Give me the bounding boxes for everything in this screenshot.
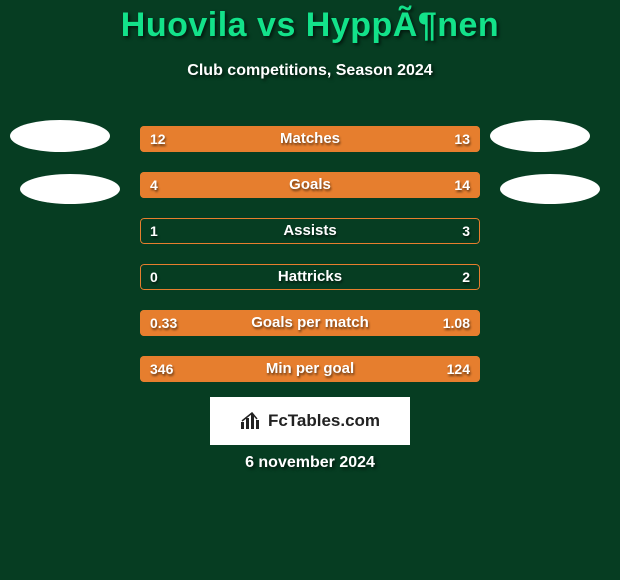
source-badge: FcTables.com [210, 397, 410, 445]
stat-value-right: 124 [437, 356, 480, 382]
page-title: Huovila vs HyppÃ¶nen [0, 6, 620, 45]
stat-value-right: 3 [452, 218, 480, 244]
bar-track [140, 218, 480, 244]
stat-rows: Matches1213Goals414Assists13Hattricks02G… [140, 126, 480, 382]
stat-row: Goals414 [140, 172, 480, 198]
stat-value-left: 4 [140, 172, 168, 198]
stat-row: Goals per match0.331.08 [140, 310, 480, 336]
stat-value-left: 0.33 [140, 310, 187, 336]
stat-value-left: 0 [140, 264, 168, 290]
stat-value-right: 14 [444, 172, 480, 198]
stat-value-right: 13 [444, 126, 480, 152]
avatar-right-2 [500, 174, 600, 204]
stat-value-right: 1.08 [433, 310, 480, 336]
stat-row: Matches1213 [140, 126, 480, 152]
avatar-right-1 [490, 120, 590, 152]
stat-label: Assists [140, 218, 480, 244]
subtitle: Club competitions, Season 2024 [0, 62, 620, 80]
source-badge-text: FcTables.com [268, 411, 380, 431]
date-label: 6 november 2024 [0, 454, 620, 472]
stat-row: Hattricks0 2 [140, 264, 480, 290]
stat-value-left: 346 [140, 356, 183, 382]
stat-value-right: 2 [452, 264, 480, 290]
chart-icon [240, 412, 262, 430]
stat-row: Assists1 3 [140, 218, 480, 244]
stat-row: Min per goal346124 [140, 356, 480, 382]
avatar-left-2 [20, 174, 120, 204]
stat-value-left: 12 [140, 126, 176, 152]
bar-fill-right [208, 172, 480, 198]
avatar-left-1 [10, 120, 110, 152]
comparison-card: Huovila vs HyppÃ¶nen Club competitions, … [0, 0, 620, 580]
bar-track [140, 264, 480, 290]
stat-label: Hattricks [140, 264, 480, 290]
stat-value-left: 1 [140, 218, 168, 244]
